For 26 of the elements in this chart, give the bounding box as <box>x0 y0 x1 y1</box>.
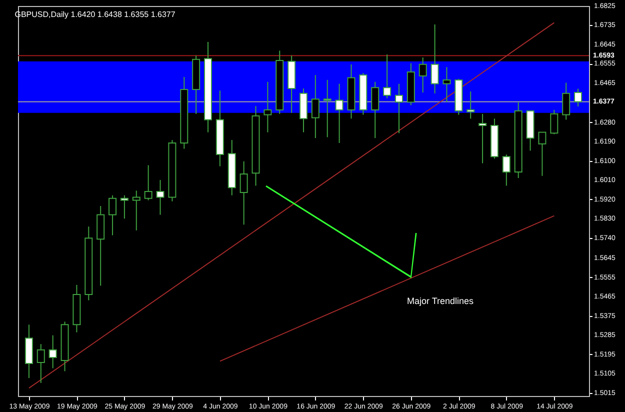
candlestick <box>418 57 427 94</box>
candlestick <box>36 344 45 384</box>
candlestick <box>264 81 272 133</box>
candlestick <box>574 88 582 107</box>
candlestick <box>394 83 403 134</box>
candlestick <box>120 194 128 220</box>
candlestick <box>550 109 558 135</box>
candlestick <box>371 81 380 139</box>
candlestick <box>132 190 140 231</box>
candlestick <box>562 82 570 120</box>
annotation: Major Trendlines <box>407 296 474 306</box>
candlestick <box>144 164 152 201</box>
candlestick <box>240 160 248 226</box>
candlestick <box>323 79 332 138</box>
candlestick <box>502 154 510 186</box>
candlestick <box>442 66 451 103</box>
candlestick <box>538 132 546 176</box>
candlestick <box>311 74 320 139</box>
candlestick <box>48 334 57 369</box>
candlestick <box>335 83 344 144</box>
candlestick <box>108 194 117 236</box>
candlestick <box>383 54 392 99</box>
candlestick <box>430 24 439 94</box>
candlestick <box>156 179 164 216</box>
candlestick <box>478 113 487 164</box>
candlestick <box>466 90 475 120</box>
